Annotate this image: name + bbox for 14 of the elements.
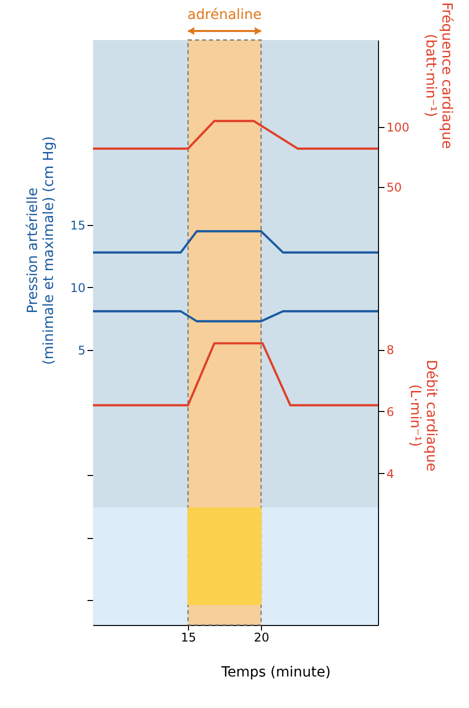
y3-tick-label: 4 bbox=[386, 466, 394, 481]
y2-axis-title: Fréquence cardiaque (batt·min⁻¹) bbox=[422, 2, 454, 149]
x-axis-title: Temps (minute) bbox=[220, 664, 331, 680]
y2-tick-label: 50 bbox=[386, 180, 402, 194]
y2-tick-label: 100 bbox=[386, 120, 410, 134]
y3-tick-label: 8 bbox=[386, 343, 394, 358]
y-tick-label: 5 bbox=[78, 344, 86, 358]
y3-axis-title: Débit cardiaque (L·min⁻¹) bbox=[407, 360, 440, 472]
band-label: adrénaline bbox=[187, 7, 262, 23]
y-axis-title: Pression artérielle (minimale et maximale) (cm Hg) bbox=[25, 136, 58, 365]
x-tick-label: 20 bbox=[254, 630, 270, 644]
y-tick-label: 10 bbox=[70, 281, 86, 295]
y-tick-label: 15 bbox=[70, 218, 86, 232]
y3-tick-label: 6 bbox=[386, 404, 394, 419]
